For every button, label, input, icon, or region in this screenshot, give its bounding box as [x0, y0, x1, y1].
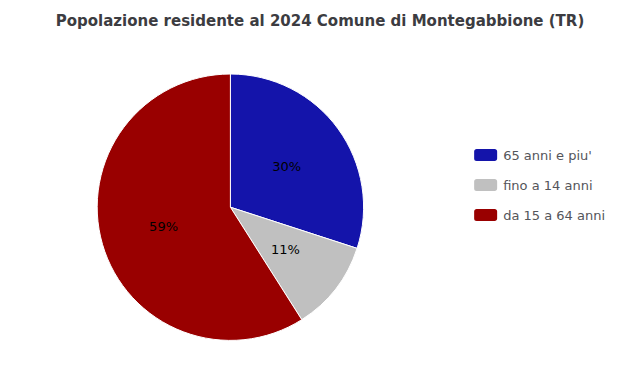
svg-text:65 anni e piu': 65 anni e piu' — [503, 148, 592, 163]
svg-text:fino a 14 anni: fino a 14 anni — [503, 178, 592, 193]
svg-text:da 15 a 64 anni: da 15 a 64 anni — [503, 208, 605, 223]
svg-text:Popolazione residente al 2024: Popolazione residente al 2024 Comune di … — [56, 12, 585, 30]
svg-text:11%: 11% — [271, 242, 300, 257]
svg-text:59%: 59% — [149, 219, 178, 234]
svg-text:30%: 30% — [272, 159, 301, 174]
